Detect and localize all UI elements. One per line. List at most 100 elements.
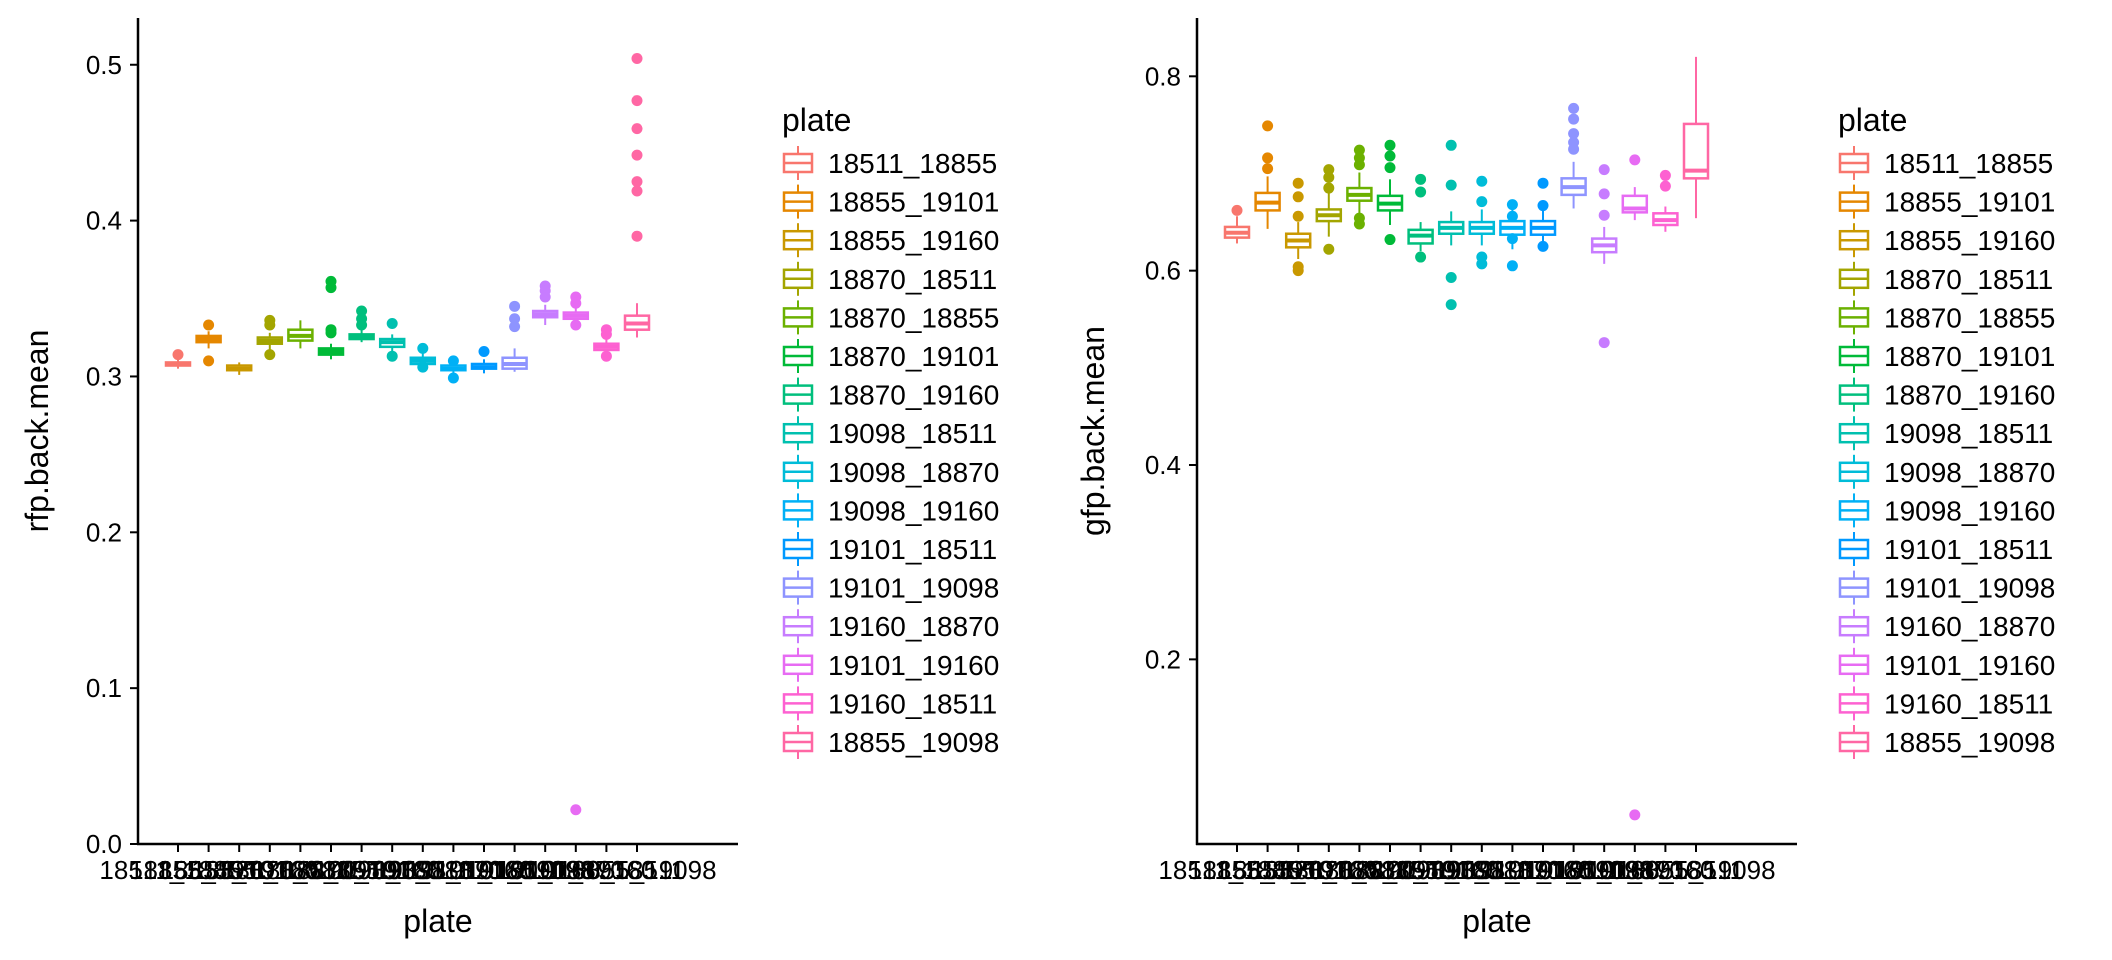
legend-label: 18855_19101	[1884, 187, 2055, 218]
legend-label: 18511_18855	[1884, 148, 2053, 179]
outlier-point	[386, 350, 398, 362]
legend-label: 19101_18511	[828, 534, 997, 565]
box-19101_19160	[562, 291, 590, 816]
box-19098_18511	[378, 317, 406, 362]
x-tick-label: 19098_18870	[343, 855, 502, 885]
legend-label: 19160_18511	[1884, 688, 2053, 719]
outlier-point	[631, 95, 643, 107]
x-tick-label: 18870_19160	[282, 855, 441, 885]
outlier-point	[478, 346, 490, 358]
legend-item: 18855_19098	[1838, 725, 2055, 759]
x-tick-label: 19101_19160	[496, 855, 655, 885]
legend-item: 18870_18511	[1838, 261, 2053, 296]
legend-label: 18870_18855	[828, 302, 999, 333]
legend-item: 18870_18855	[1838, 300, 2055, 335]
x-tick-label: 18870_18511	[191, 855, 348, 885]
box-19098_18870	[409, 342, 437, 373]
legend-label: 19101_18511	[1884, 534, 2053, 565]
outlier-point	[631, 149, 643, 161]
outlier-point	[1476, 258, 1488, 270]
legend-label: 18870_19160	[828, 380, 999, 411]
box-18855_19101	[195, 319, 222, 367]
legend-label: 19098_18870	[828, 457, 999, 488]
outlier-point	[1384, 162, 1396, 174]
box-18855_19098	[623, 53, 651, 338]
x-tick-label: 18870_19160	[1341, 855, 1500, 885]
legend-label: 18855_19160	[1884, 225, 2055, 256]
y-axis-title: gfp.back.mean	[1075, 326, 1111, 536]
x-tick-label: 19160_18870	[466, 855, 625, 885]
legend-item: 19101_19098	[782, 570, 999, 605]
legend-label: 18870_19101	[828, 341, 999, 372]
x-tick-label: 19101_18511	[1464, 855, 1621, 885]
x-tick-label: 18855_19160	[1219, 855, 1378, 885]
y-axis-title: rfp.back.mean	[19, 330, 55, 533]
box-18870_18855	[287, 320, 314, 349]
legend-item: 19160_18870	[782, 609, 999, 644]
outlier-point	[631, 123, 643, 135]
outlier-point	[447, 355, 459, 367]
outlier-point	[1598, 209, 1610, 221]
outlier-point	[1445, 299, 1457, 311]
y-tick-label: 0.4	[1145, 450, 1181, 480]
outlier-point	[1598, 337, 1610, 349]
legend-label: 18870_18855	[1884, 302, 2055, 333]
legend-title: plate	[782, 102, 851, 138]
x-axis-title: plate	[403, 903, 472, 939]
box-18855_19098	[1682, 56, 1710, 219]
legend-item: 19160_18870	[1838, 609, 2055, 644]
y-tick-label: 0.5	[86, 50, 122, 80]
outlier-point	[1506, 233, 1518, 245]
legend-label: 18870_18511	[1884, 264, 2053, 295]
outlier-point	[1568, 128, 1580, 140]
outlier-point	[1415, 251, 1427, 263]
box-19160_18870	[1590, 164, 1618, 349]
box-18870_18511	[256, 314, 284, 361]
legend-item: 19098_18511	[782, 416, 997, 451]
outlier-point	[1323, 164, 1335, 176]
outlier-point	[1506, 199, 1518, 211]
outlier-point	[386, 317, 398, 329]
legend-label: 19098_19160	[828, 495, 999, 526]
outlier-point	[1445, 271, 1457, 283]
outlier-point	[1353, 218, 1365, 230]
legend-label: 19098_18870	[1884, 457, 2055, 488]
outlier-point	[1415, 186, 1427, 198]
y-tick-label: 0.3	[86, 361, 122, 391]
legend-item: 18511_18855	[1838, 146, 2053, 180]
legend-label: 19160_18870	[1884, 611, 2055, 642]
legend-item: 18870_18511	[782, 261, 997, 296]
legend-item: 19098_19160	[1838, 493, 2055, 528]
outlier-point	[1292, 177, 1304, 189]
legend-item: 19160_18511	[1838, 686, 2053, 721]
legend: plate 18511_18855 18855_19101 18855_19160 18…	[1838, 102, 2055, 759]
box-19160_18870	[531, 280, 559, 326]
y-tick-label: 0.6	[1145, 256, 1181, 286]
outlier-point	[1292, 191, 1304, 203]
legend-item: 19101_19160	[1838, 647, 2055, 682]
outlier-point	[1323, 243, 1335, 255]
outlier-point	[1476, 196, 1488, 208]
legend-item: 19098_19160	[782, 493, 999, 528]
box-19101_18511	[470, 346, 498, 374]
legend-item: 18855_19160	[1838, 223, 2055, 258]
legend-item: 19101_18511	[1838, 532, 2053, 566]
legend-item: 18870_18855	[782, 300, 999, 335]
outlier-point	[631, 185, 643, 197]
outlier-point	[1537, 240, 1549, 252]
box-19098_18870	[1468, 175, 1496, 270]
box-19101_19098	[1560, 102, 1587, 209]
outlier-point	[1445, 139, 1457, 151]
outlier-point	[570, 297, 582, 309]
box-18511_18855	[1223, 204, 1251, 244]
outlier-point	[1384, 150, 1396, 162]
x-tick-label: 18855_19098	[557, 855, 716, 885]
legend-label: 18870_19160	[1884, 380, 2055, 411]
outlier-point	[325, 282, 337, 294]
outlier-point	[1445, 179, 1457, 191]
legend-label: 18870_19101	[1884, 341, 2055, 372]
box-19160_18511	[593, 324, 620, 362]
box-19101_18511	[1529, 177, 1557, 252]
x-tick-label: 18511_18855	[99, 855, 256, 885]
y-tick-label: 0.0	[86, 829, 122, 859]
